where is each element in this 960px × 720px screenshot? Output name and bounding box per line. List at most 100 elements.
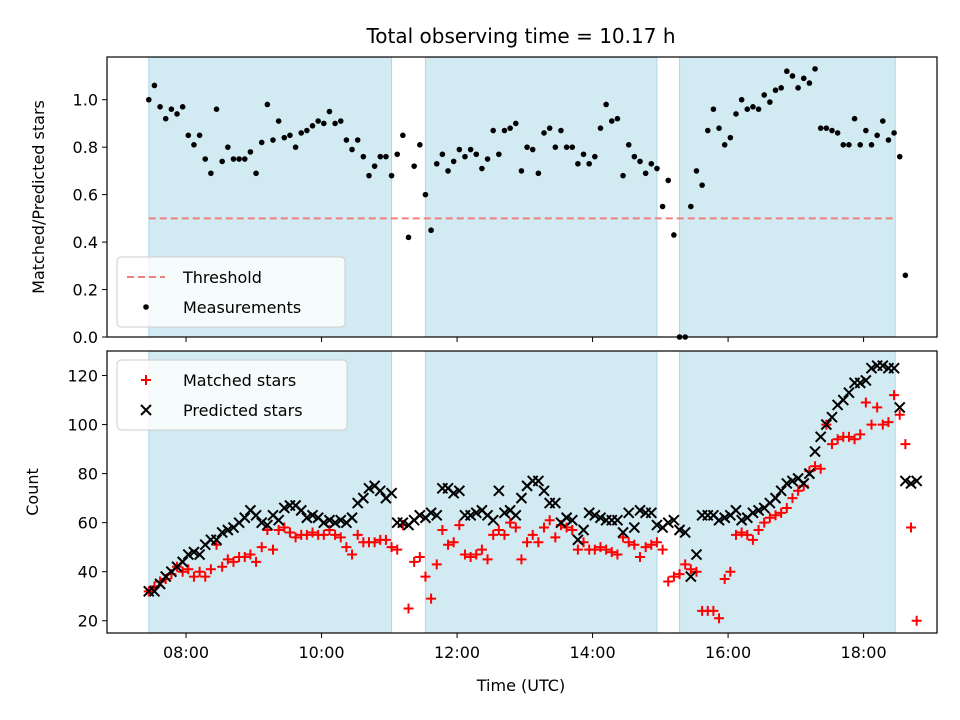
panel-1-data-point: [337, 118, 344, 124]
panel-2-data-point: [290, 532, 301, 543]
panel-2-data-point: [498, 507, 511, 519]
panel-2-data-point: [651, 519, 663, 531]
panel-2-data-point: [510, 522, 521, 533]
panel-2-data-point: [793, 485, 804, 496]
panel-2-data-point: [385, 487, 398, 499]
panel-1-data-point: [315, 118, 321, 124]
panel-1-data-point: [823, 125, 830, 131]
panel-1-legend-box: [116, 256, 346, 328]
panel-2-data-point: [759, 517, 770, 528]
panel-2-data-point: [589, 544, 600, 555]
panel-1-data-point: [321, 120, 327, 127]
panel-1-data-point: [541, 130, 547, 136]
panel-1-data-point: [405, 234, 412, 241]
panel-2-data-point: [843, 431, 854, 442]
panel-1-data-point: [603, 101, 609, 108]
panel-2-data-point: [618, 532, 629, 543]
panel-2-data-point: [222, 524, 234, 536]
panel-1-data-point: [755, 106, 762, 113]
panel-2-data-point: [894, 409, 905, 420]
panel-1-data-point: [275, 118, 282, 124]
panel-2-data-point: [493, 485, 505, 497]
panel-1-axes-frame: [106, 56, 938, 338]
panel-1-data-point: [902, 272, 909, 279]
panel-2-data-point: [826, 439, 837, 450]
panel-1-data-point: [659, 203, 666, 210]
panel-1-data-point: [377, 153, 384, 160]
panel-1-data-point: [145, 96, 152, 103]
panel-1-data-point: [738, 96, 745, 103]
panel-2-data-point: [662, 516, 674, 529]
panel-2-data-point: [420, 571, 431, 582]
panel-2-data-point: [645, 507, 658, 519]
chart-title: Total observing time = 10.17 h: [365, 24, 675, 48]
panel-1-data-point: [863, 127, 869, 134]
panel-1-y-tick-label: 1.0: [73, 91, 98, 110]
panel-1-data-point: [772, 87, 779, 94]
panel-1-data-point: [767, 99, 773, 105]
panel-2-data-point: [426, 593, 437, 604]
panel-1-y-tick-label: 0.8: [73, 138, 98, 157]
panel-1-data-point: [654, 165, 660, 172]
panel-1-data-point: [292, 144, 299, 150]
panel-2-data-point: [437, 525, 448, 536]
panel-2-data-point: [538, 485, 550, 497]
panel-2-data-point: [572, 544, 583, 555]
panel-2-legend-label: Matched stars: [183, 371, 296, 390]
panel-2-data-point: [188, 546, 200, 558]
panel-2-data-point: [279, 522, 290, 533]
panel-1-data-point: [383, 153, 389, 160]
panel-2-data-point: [747, 534, 758, 545]
panel-1-legend-label: Measurements: [183, 298, 301, 317]
panel-2-data-point: [176, 556, 189, 568]
panel-2-data-point: [380, 534, 391, 545]
panel-2-data-point: [465, 551, 476, 562]
panel-2-data-point: [182, 548, 195, 561]
panel-1-data-point: [829, 127, 835, 134]
panel-1-data-point: [428, 227, 434, 234]
panel-2-data-point: [251, 556, 262, 567]
panel-2-data-point: [532, 475, 545, 487]
panel-1-shaded-interval: [679, 56, 896, 338]
panel-1-data-point: [642, 170, 649, 177]
panel-2-data-point: [809, 445, 821, 458]
panel-2-data-point: [594, 512, 607, 524]
panel-2-data-point: [663, 576, 674, 587]
panel-2-data-point: [718, 512, 731, 524]
panel-2-data-point: [837, 394, 849, 406]
panel-2-data-point: [335, 514, 347, 526]
panel-2-data-point: [601, 544, 612, 555]
panel-2-data-point: [714, 613, 725, 624]
panel-1-data-point: [371, 163, 378, 169]
panel-2-data-point: [522, 537, 533, 548]
panel-1-data-point: [575, 160, 581, 167]
panel-2-data-point: [488, 529, 499, 540]
panel-1-data-point: [343, 137, 350, 143]
panel-1-data-point: [462, 153, 468, 160]
panel-2-data-point: [680, 559, 691, 570]
panel-1-y-axis-label: Matched/Predicted stars: [29, 100, 48, 294]
panel-1-data-point: [744, 106, 751, 113]
panel-2-data-point: [577, 524, 590, 536]
panel-1-data-point: [727, 134, 734, 141]
panel-1-data-point: [179, 104, 186, 110]
panel-1-data-point: [270, 137, 276, 143]
panel-2-data-point: [629, 539, 640, 550]
panel-2-data-point: [894, 401, 906, 414]
panel-2-data-point: [888, 362, 900, 374]
panel-2-shaded-interval: [424, 350, 658, 634]
panel-2-data-point: [775, 485, 787, 497]
panel-1-data-point: [422, 191, 429, 198]
panel-1-data-point: [688, 203, 694, 210]
panel-1-data-point: [501, 127, 508, 134]
x-axis-label: Time (UTC): [476, 676, 565, 695]
panel-1-data-point: [264, 101, 271, 108]
panel-1-data-point: [219, 158, 225, 165]
panel-1-data-point: [439, 151, 446, 158]
panel-2-data-point: [803, 467, 816, 480]
x-tick-label: 10:00: [299, 643, 345, 662]
panel-1-data-point: [637, 158, 643, 165]
panel-2-data-point: [685, 570, 697, 583]
panel-2-data-point: [860, 374, 872, 387]
panel-1-data-point: [614, 115, 621, 122]
